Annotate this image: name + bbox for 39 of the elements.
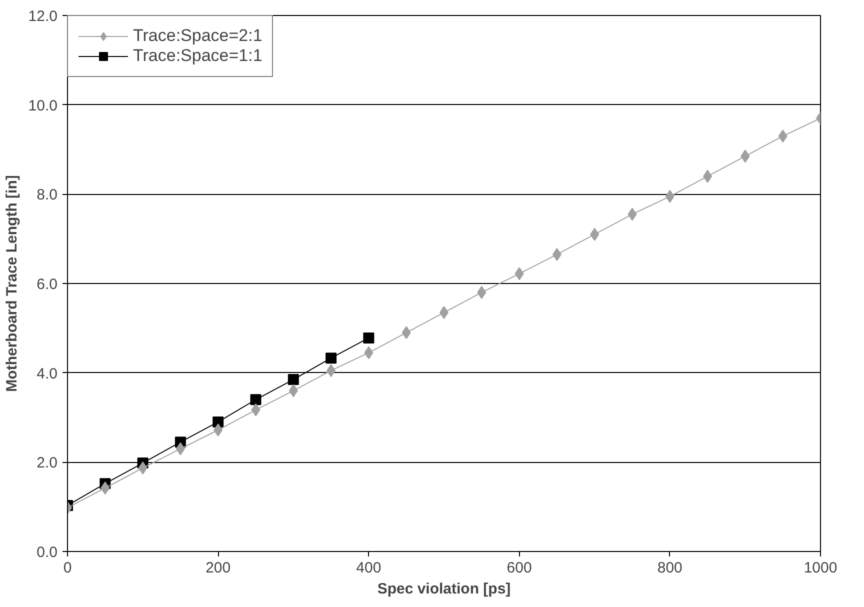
point	[326, 352, 337, 364]
y-tick-label: 0.0	[36, 544, 58, 561]
point	[176, 442, 185, 456]
point	[326, 364, 336, 378]
legend-label: Trace:Space=2:1	[133, 26, 262, 46]
point	[364, 346, 374, 360]
y-tick-label: 2.0	[36, 454, 58, 472]
x-tick-label: 400	[356, 560, 382, 576]
y-tick-label: 8.0	[36, 186, 58, 204]
point	[740, 150, 750, 163]
x-tick-label: 600	[506, 560, 532, 576]
point	[251, 403, 260, 416]
y-axis-title: Motherboard Trace Length [in]	[3, 175, 20, 392]
x-axis-title: Spec violation [ps]	[377, 580, 511, 598]
point	[590, 228, 600, 241]
point	[214, 424, 223, 437]
y-tick-label: 12.0	[28, 8, 58, 25]
point	[250, 394, 262, 406]
point	[288, 384, 298, 398]
x-tick-label: 1000	[804, 560, 838, 576]
x-tick-label: 200	[206, 560, 231, 576]
point	[552, 248, 562, 261]
point	[363, 332, 374, 344]
point	[402, 326, 411, 340]
y-tick-label: 6.0	[36, 276, 58, 293]
point	[703, 170, 712, 183]
point	[778, 130, 788, 143]
point	[100, 482, 110, 495]
x-tick-label: 0	[63, 560, 72, 576]
y-tick-label: 10.0	[28, 97, 58, 114]
legend-label: Trace:Space=1:1	[133, 46, 262, 66]
point	[628, 208, 637, 221]
y-tick-label: 4.0	[36, 365, 58, 382]
point	[665, 190, 674, 203]
x-tick-label: 800	[657, 560, 682, 576]
point	[514, 267, 524, 280]
point	[477, 286, 486, 299]
point	[288, 374, 299, 386]
point	[138, 461, 148, 474]
